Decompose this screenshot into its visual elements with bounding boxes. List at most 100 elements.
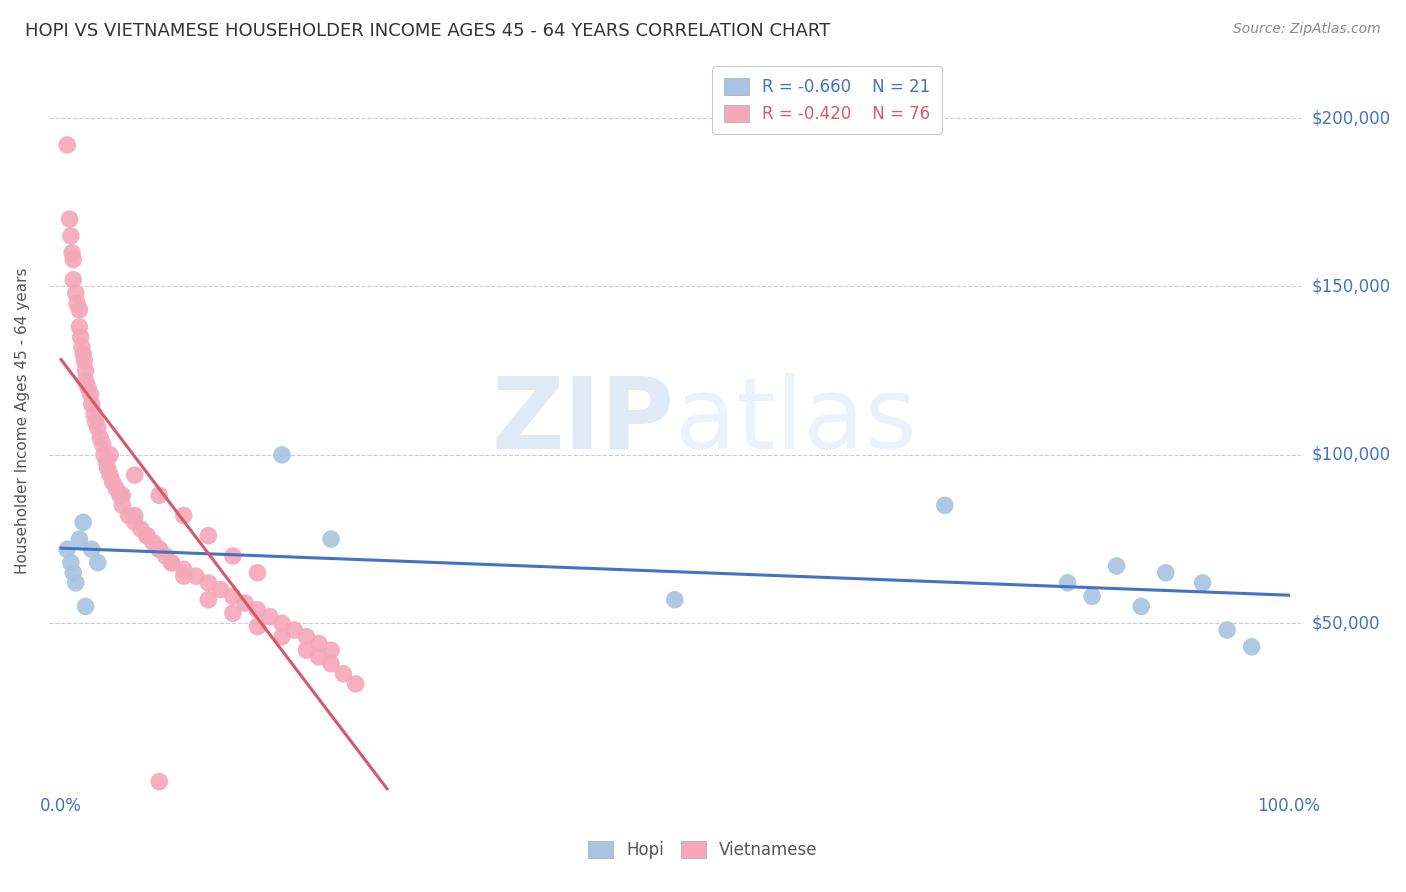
Point	[222, 590, 245, 604]
Point	[319, 643, 342, 657]
Point	[222, 606, 245, 620]
Point	[66, 296, 89, 310]
Point	[155, 549, 177, 563]
Point	[67, 532, 90, 546]
Point	[84, 414, 107, 428]
Point	[1056, 575, 1078, 590]
Point	[111, 488, 134, 502]
Point	[93, 448, 115, 462]
Point	[59, 229, 82, 244]
Point	[59, 556, 82, 570]
Point	[96, 454, 118, 468]
Point	[1105, 559, 1128, 574]
Point	[1130, 599, 1153, 614]
Point	[1216, 623, 1239, 637]
Point	[142, 535, 165, 549]
Point	[97, 461, 120, 475]
Point	[664, 592, 686, 607]
Text: ZIP: ZIP	[492, 373, 675, 470]
Point	[319, 532, 342, 546]
Y-axis label: Householder Income Ages 45 - 64 years: Householder Income Ages 45 - 64 years	[15, 268, 30, 574]
Point	[209, 582, 232, 597]
Point	[136, 529, 159, 543]
Point	[259, 609, 281, 624]
Legend: Hopi, Vietnamese: Hopi, Vietnamese	[582, 834, 824, 866]
Point	[80, 397, 103, 411]
Point	[197, 575, 219, 590]
Text: atlas: atlas	[675, 373, 917, 470]
Point	[1191, 575, 1213, 590]
Point	[65, 286, 87, 301]
Point	[56, 542, 79, 557]
Point	[160, 556, 183, 570]
Point	[148, 542, 170, 557]
Text: Source: ZipAtlas.com: Source: ZipAtlas.com	[1233, 22, 1381, 37]
Point	[87, 421, 110, 435]
Point	[271, 448, 294, 462]
Point	[295, 630, 318, 644]
Text: $200,000: $200,000	[1312, 109, 1391, 127]
Point	[308, 636, 330, 650]
Point	[65, 575, 87, 590]
Point	[101, 475, 124, 489]
Point	[308, 650, 330, 665]
Point	[1240, 640, 1263, 654]
Text: $150,000: $150,000	[1312, 277, 1391, 295]
Point	[129, 522, 152, 536]
Point	[77, 380, 100, 394]
Point	[1154, 566, 1177, 580]
Legend: R = -0.660    N = 21, R = -0.420    N = 76: R = -0.660 N = 21, R = -0.420 N = 76	[711, 66, 942, 135]
Point	[271, 630, 294, 644]
Text: $100,000: $100,000	[1312, 446, 1391, 464]
Point	[148, 542, 170, 557]
Point	[80, 542, 103, 557]
Point	[184, 569, 207, 583]
Point	[124, 515, 146, 529]
Point	[148, 774, 170, 789]
Point	[69, 330, 91, 344]
Point	[934, 499, 956, 513]
Point	[89, 431, 111, 445]
Point	[344, 677, 367, 691]
Point	[62, 252, 84, 267]
Point	[79, 387, 101, 401]
Point	[105, 482, 128, 496]
Point	[59, 212, 82, 227]
Point	[62, 566, 84, 580]
Point	[246, 566, 269, 580]
Point	[75, 374, 97, 388]
Point	[295, 643, 318, 657]
Point	[136, 529, 159, 543]
Point	[332, 666, 354, 681]
Point	[197, 529, 219, 543]
Point	[117, 508, 139, 523]
Point	[222, 549, 245, 563]
Point	[108, 488, 131, 502]
Point	[148, 488, 170, 502]
Point	[98, 468, 121, 483]
Point	[60, 245, 83, 260]
Point	[73, 353, 96, 368]
Point	[173, 508, 195, 523]
Text: HOPI VS VIETNAMESE HOUSEHOLDER INCOME AGES 45 - 64 YEARS CORRELATION CHART: HOPI VS VIETNAMESE HOUSEHOLDER INCOME AG…	[25, 22, 831, 40]
Point	[233, 596, 256, 610]
Point	[246, 620, 269, 634]
Point	[111, 499, 134, 513]
Point	[83, 408, 105, 422]
Point	[72, 515, 94, 529]
Point	[67, 303, 90, 318]
Point	[91, 438, 114, 452]
Point	[197, 592, 219, 607]
Point	[72, 347, 94, 361]
Point	[75, 364, 97, 378]
Point	[62, 273, 84, 287]
Point	[271, 616, 294, 631]
Point	[124, 468, 146, 483]
Point	[283, 623, 305, 637]
Point	[1081, 590, 1104, 604]
Point	[173, 562, 195, 576]
Point	[75, 599, 97, 614]
Text: $50,000: $50,000	[1312, 615, 1381, 632]
Point	[173, 569, 195, 583]
Point	[124, 508, 146, 523]
